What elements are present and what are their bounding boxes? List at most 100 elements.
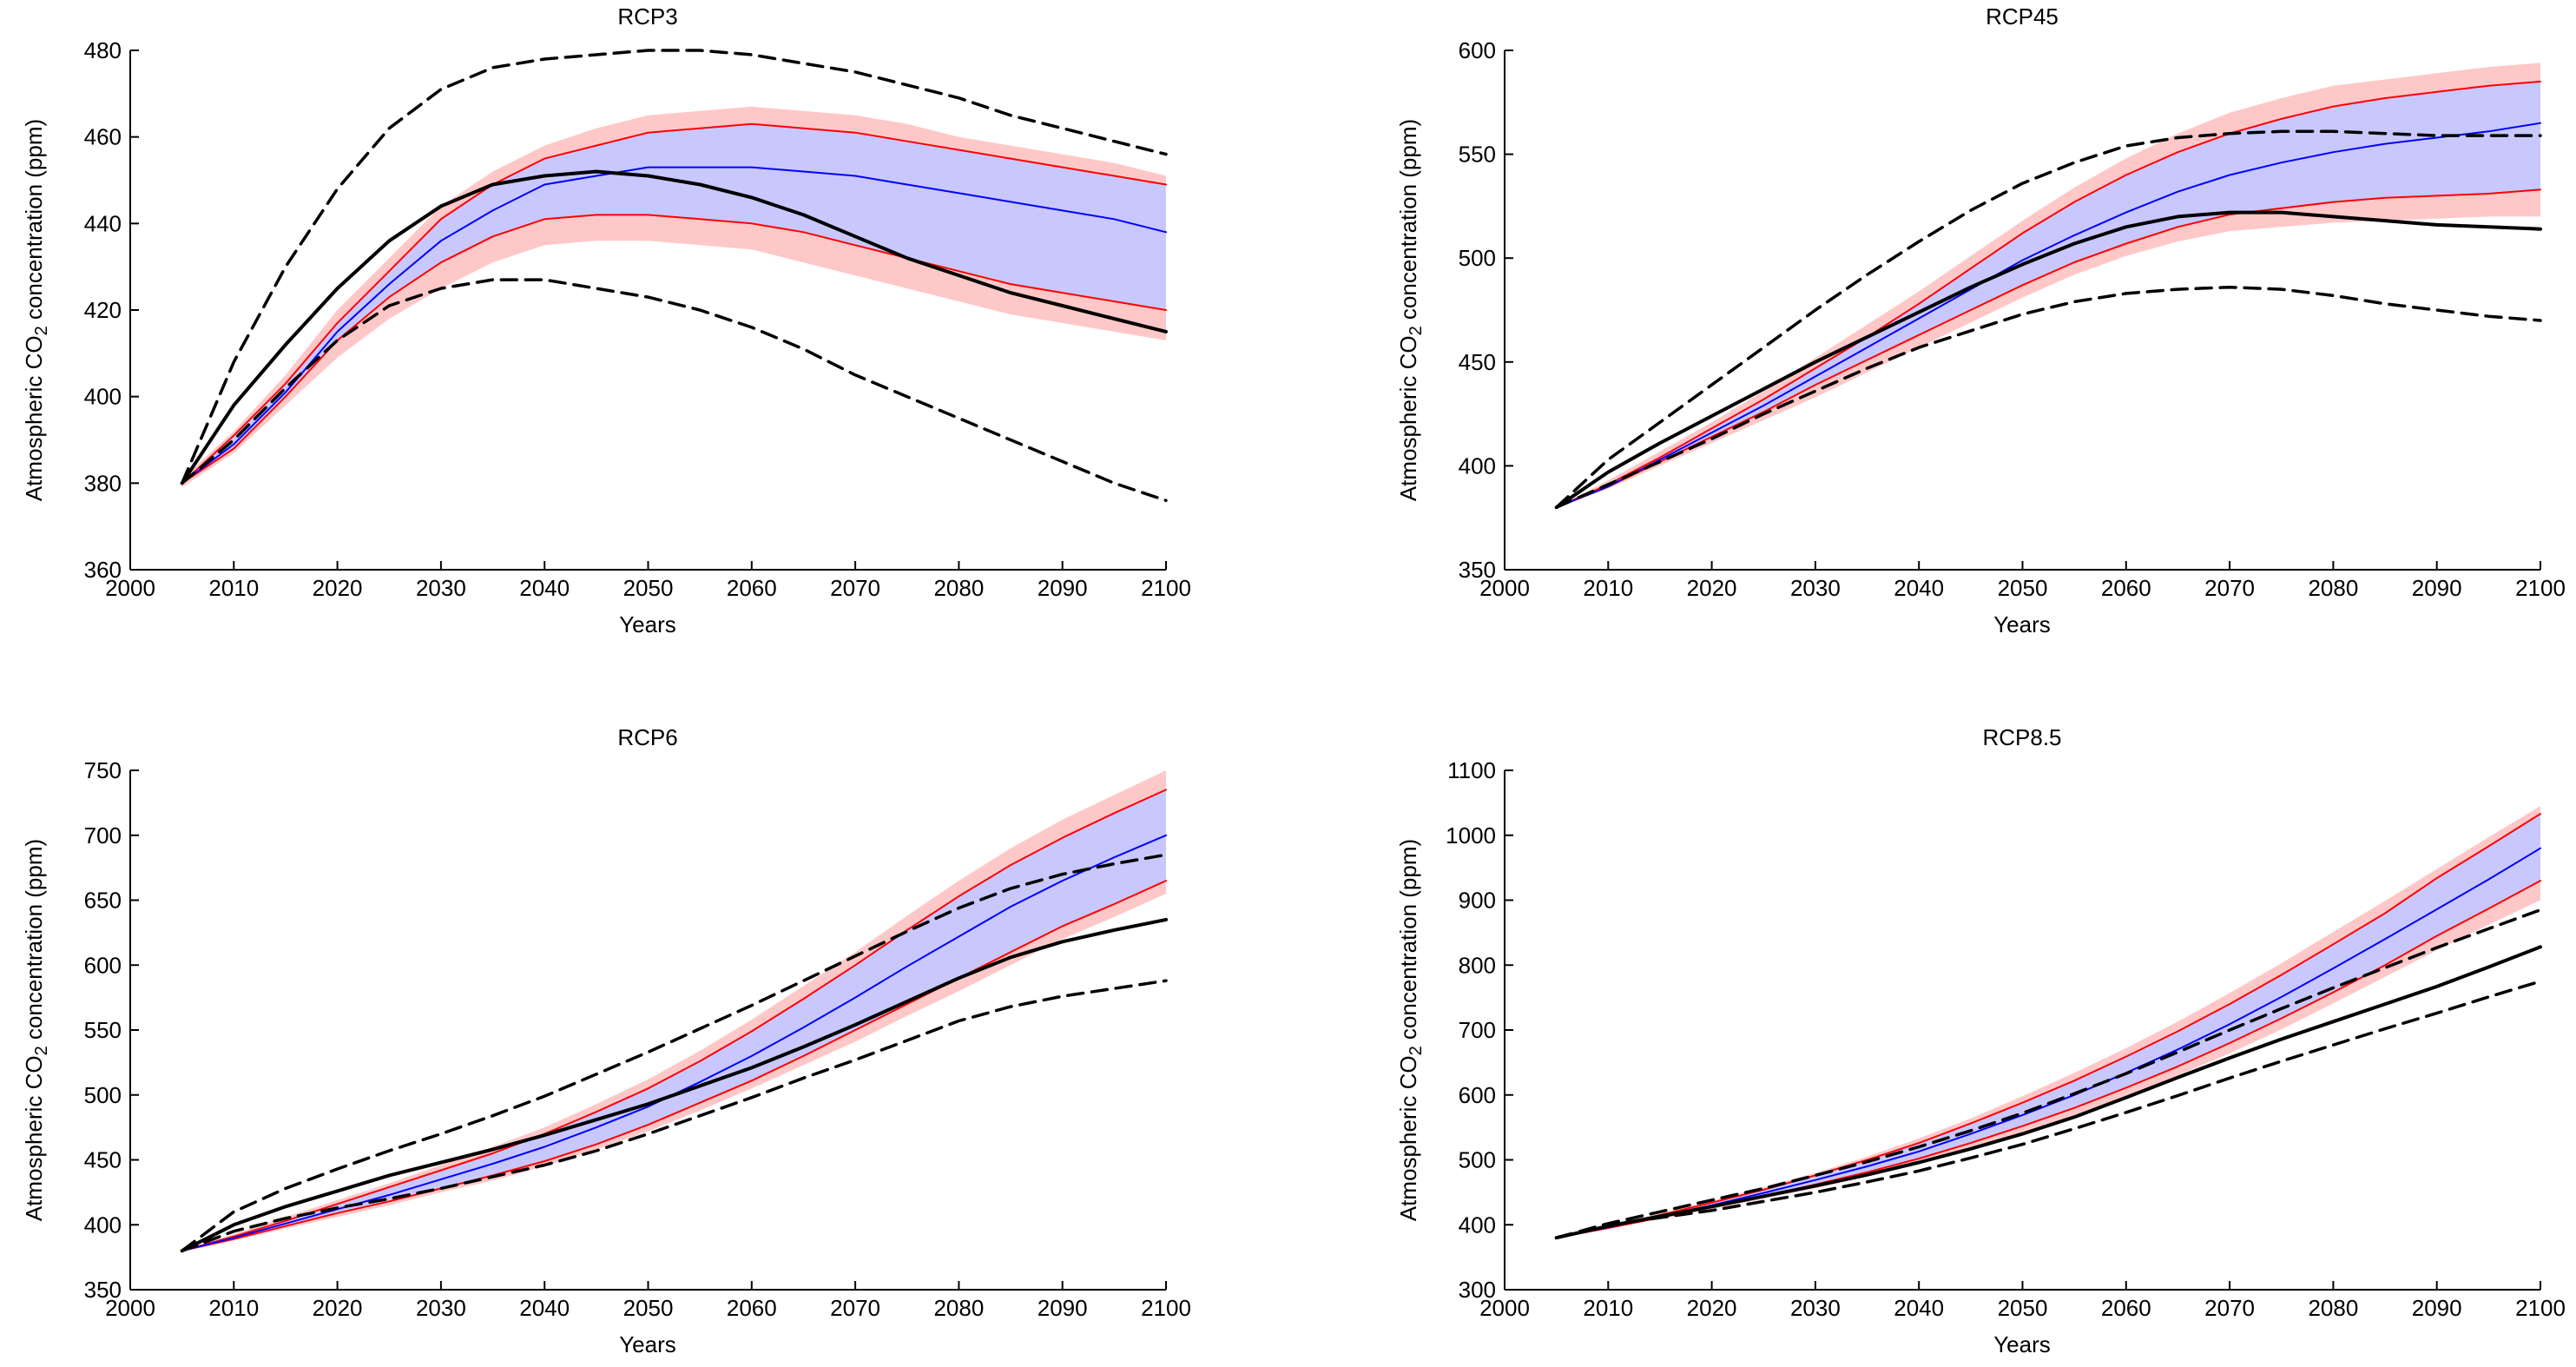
x-tick-label: 2010	[208, 1295, 259, 1321]
x-tick-label: 2080	[933, 1295, 984, 1321]
chart-title: RCP8.5	[1982, 724, 2061, 750]
series-line-reference-lower	[1554, 285, 2542, 509]
y-tick-label: 700	[84, 822, 122, 849]
y-axis-title-unit: concentration (ppm)	[21, 119, 47, 326]
x-tick-label: 2000	[105, 575, 155, 601]
chart-panel-rcp6: 2000 2010 2020 2030 2040 2050 2060 2070 2080 2090…	[21, 724, 1191, 1357]
x-tick-label: 2070	[830, 1295, 880, 1321]
x-tick-label: 2020	[1687, 1295, 1737, 1321]
y-tick-label: 360	[84, 557, 122, 583]
x-axis-title: Years	[1993, 1331, 2051, 1357]
x-tick-label: 2080	[2308, 575, 2358, 601]
y-tick-label: 400	[1459, 452, 1496, 479]
series-lines	[180, 789, 1168, 1253]
x-tick-label: 2040	[519, 575, 570, 601]
x-tick-label: 2050	[1998, 1295, 2048, 1321]
x-axis-title: Years	[619, 1331, 676, 1357]
x-tick-label: 2020	[313, 1295, 363, 1321]
series-line-upper-bound	[181, 122, 1167, 485]
y-tick-label: 600	[1459, 37, 1496, 63]
x-tick-label: 2000	[1479, 1295, 1530, 1321]
chart-title: RCP6	[617, 724, 677, 750]
y-axis-title: Atmospheric CO2 concentration (ppm)	[21, 839, 51, 1221]
confidence-bands	[181, 106, 1167, 488]
axes: 2000 2010 2020 2030 2040 2050 2060 2070 2080 2090…	[1459, 37, 2566, 601]
x-tick-label: 2030	[416, 575, 466, 601]
chart-panel-rcp8-5: 2000 2010 2020 2030 2040 2050 2060 2070 2080 2090…	[1395, 724, 2566, 1357]
x-tick-label: 2090	[2412, 575, 2462, 601]
y-tick-label: 460	[84, 124, 122, 150]
y-tick-label: 550	[84, 1017, 122, 1043]
y-axis-title: Atmospheric CO2 concentration (ppm)	[1395, 839, 1426, 1221]
x-tick-label: 2070	[2204, 575, 2255, 601]
x-tick-label: 2020	[1687, 575, 1737, 601]
x-tick-label: 2100	[2515, 1295, 2566, 1321]
y-axis-title-main: Atmospheric CO	[1395, 335, 1421, 501]
y-tick-label: 800	[1459, 952, 1496, 978]
series-line-reference	[1554, 945, 2542, 1240]
chart-panel-rcp45: 2000 2010 2020 2030 2040 2050 2060 2070 2080 2090…	[1395, 3, 2566, 637]
y-axis-title-subscript: 2	[32, 1046, 51, 1055]
x-tick-label: 2050	[623, 1295, 674, 1321]
series-line-lower-bound	[1555, 188, 2541, 509]
y-axis-title: Atmospheric CO2 concentration (ppm)	[21, 119, 51, 501]
series-line-median	[1555, 122, 2541, 509]
y-axis-title-unit: concentration (ppm)	[21, 839, 47, 1046]
y-tick-label: 500	[1459, 245, 1496, 271]
x-tick-label: 2100	[1141, 1295, 1191, 1321]
y-tick-label: 400	[84, 384, 122, 410]
series-line-reference-upper	[1554, 908, 2542, 1239]
y-axis-title-unit: concentration (ppm)	[1395, 119, 1421, 326]
series-line-upper-bound	[1555, 80, 2541, 509]
axes: 2000 2010 2020 2030 2040 2050 2060 2070 2080 2090…	[84, 757, 1191, 1321]
x-tick-label: 2040	[519, 1295, 570, 1321]
x-tick-label: 2090	[1038, 575, 1088, 601]
series-line-upper-bound	[1555, 813, 2541, 1239]
y-tick-label: 400	[1459, 1212, 1496, 1238]
series-line-reference-lower	[180, 278, 1168, 503]
x-tick-label: 2060	[727, 575, 777, 601]
series-line-lower-bound	[181, 880, 1167, 1252]
x-tick-label: 2080	[2308, 1295, 2358, 1321]
chart-panel-rcp3: 2000 2010 2020 2030 2040 2050 2060 2070 2080 2090…	[21, 3, 1191, 637]
y-tick-label: 420	[84, 297, 122, 323]
y-tick-label: 1100	[1447, 757, 1496, 783]
y-axis-title-subscript: 2	[1407, 326, 1426, 335]
x-tick-label: 2040	[1894, 575, 1944, 601]
y-tick-label: 300	[1459, 1277, 1496, 1303]
y-tick-label: 550	[1459, 142, 1496, 168]
x-tick-label: 2010	[1583, 575, 1633, 601]
y-tick-label: 900	[1459, 888, 1496, 914]
x-tick-label: 2030	[1790, 1295, 1841, 1321]
x-tick-label: 2000	[105, 1295, 155, 1321]
x-tick-label: 2010	[208, 575, 259, 601]
axes: 2000 2010 2020 2030 2040 2050 2060 2070 2080 2090…	[1446, 757, 2566, 1321]
y-axis-title-main: Atmospheric CO	[21, 335, 47, 501]
series-line-reference-upper	[180, 49, 1168, 485]
series-line-upper-bound	[181, 789, 1167, 1252]
y-tick-label: 450	[84, 1147, 122, 1173]
y-axis-title-main: Atmospheric CO	[21, 1055, 47, 1221]
y-tick-label: 440	[84, 210, 122, 236]
x-tick-label: 2000	[1479, 575, 1530, 601]
x-tick-label: 2040	[1894, 1295, 1944, 1321]
x-tick-label: 2090	[1038, 1295, 1088, 1321]
x-axis-title: Years	[619, 611, 676, 637]
y-tick-label: 350	[1459, 557, 1496, 583]
y-tick-label: 350	[84, 1277, 122, 1303]
x-tick-label: 2020	[313, 575, 363, 601]
series-lines	[1554, 813, 2542, 1240]
series-line-reference-lower	[180, 979, 1168, 1252]
x-tick-label: 2070	[830, 575, 880, 601]
y-tick-label: 380	[84, 470, 122, 496]
x-tick-label: 2030	[416, 1295, 466, 1321]
y-tick-label: 600	[1459, 1082, 1496, 1108]
y-axis-title-main: Atmospheric CO	[1395, 1055, 1421, 1221]
series-line-reference	[1554, 210, 2542, 510]
y-tick-label: 1000	[1446, 822, 1496, 849]
y-axis-title-subscript: 2	[32, 326, 51, 335]
y-tick-label: 500	[84, 1082, 122, 1108]
inner-confidence-band	[181, 123, 1167, 484]
series-line-reference	[180, 169, 1168, 485]
